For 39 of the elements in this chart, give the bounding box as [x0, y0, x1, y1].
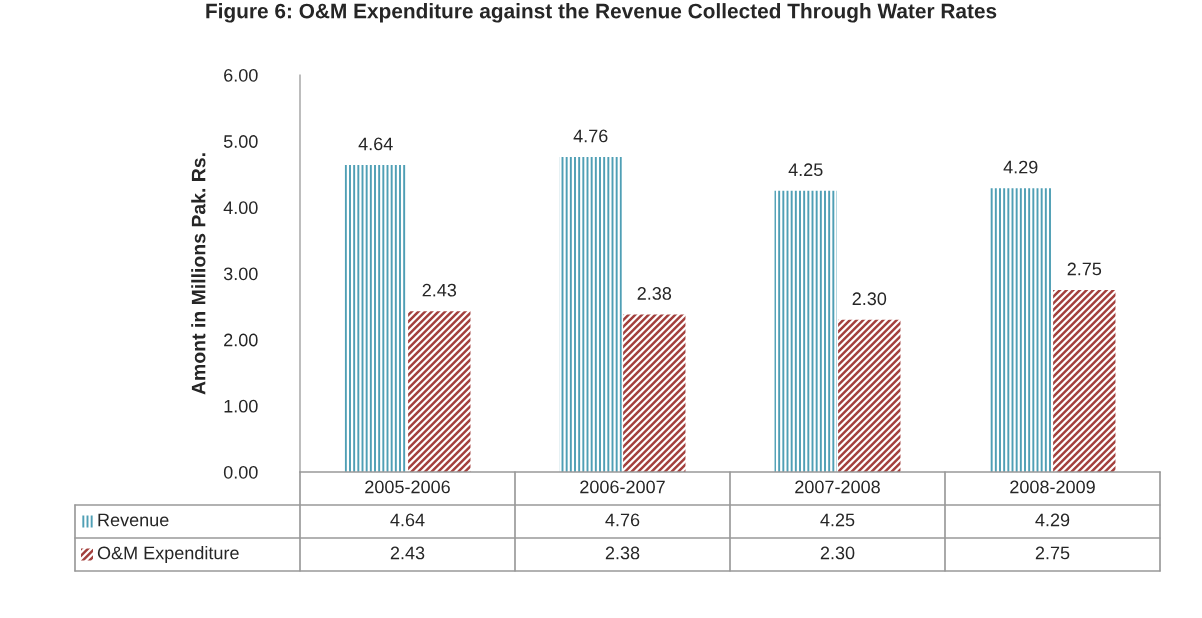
text: 4.25	[788, 163, 823, 177]
y-axis-title: Amont in Millions Pak. Rs.	[191, 153, 206, 395]
bar	[838, 319, 901, 472]
data-label: 2.43	[390, 546, 425, 560]
bar	[774, 190, 837, 472]
y-tick-label: 3.00	[223, 267, 258, 281]
x-tick-label: 2006-2007	[580, 480, 665, 494]
data-label: 4.25	[820, 513, 855, 527]
y-tick-label: 5.00	[223, 135, 258, 148]
bar	[1053, 290, 1116, 472]
text: 2.75	[1067, 262, 1102, 276]
data-label: 4.64	[390, 513, 425, 527]
y-tick-label: 0.00	[223, 465, 258, 479]
bar	[408, 311, 471, 472]
y-tick-label: 6.00	[224, 68, 258, 82]
y-tick-label: 1.00	[224, 399, 258, 413]
bar	[623, 314, 686, 472]
text: 2.43	[422, 283, 457, 297]
legend-label: Revenue	[98, 513, 169, 527]
x-tick-label: 2005-2006	[365, 480, 450, 494]
data-label: 4.76	[605, 513, 640, 527]
y-tick-label: 2.00	[224, 333, 258, 347]
bar	[989, 188, 1052, 472]
y-tick-label: 4.00	[223, 201, 258, 215]
chart-title: Figure 6: O&M Expenditure against the Revenue Collected Through Water Rates	[206, 3, 997, 23]
text: 4.29	[1003, 160, 1038, 174]
text: 4.76	[573, 129, 608, 143]
data-label: 2.30	[820, 546, 855, 560]
text: 2.38	[637, 287, 672, 300]
text: 2.30	[852, 292, 887, 306]
legend-label: O&M Expenditure	[97, 546, 239, 563]
x-tick-label: 2008-2009	[1010, 480, 1095, 494]
bar	[344, 164, 407, 472]
bar	[559, 157, 622, 472]
data-label: 2.38	[605, 546, 640, 560]
data-label: 2.75	[1035, 546, 1070, 560]
text: 4.64	[358, 137, 393, 151]
x-tick-label: 2007-2008	[795, 480, 880, 494]
data-label: 4.29	[1035, 513, 1070, 527]
